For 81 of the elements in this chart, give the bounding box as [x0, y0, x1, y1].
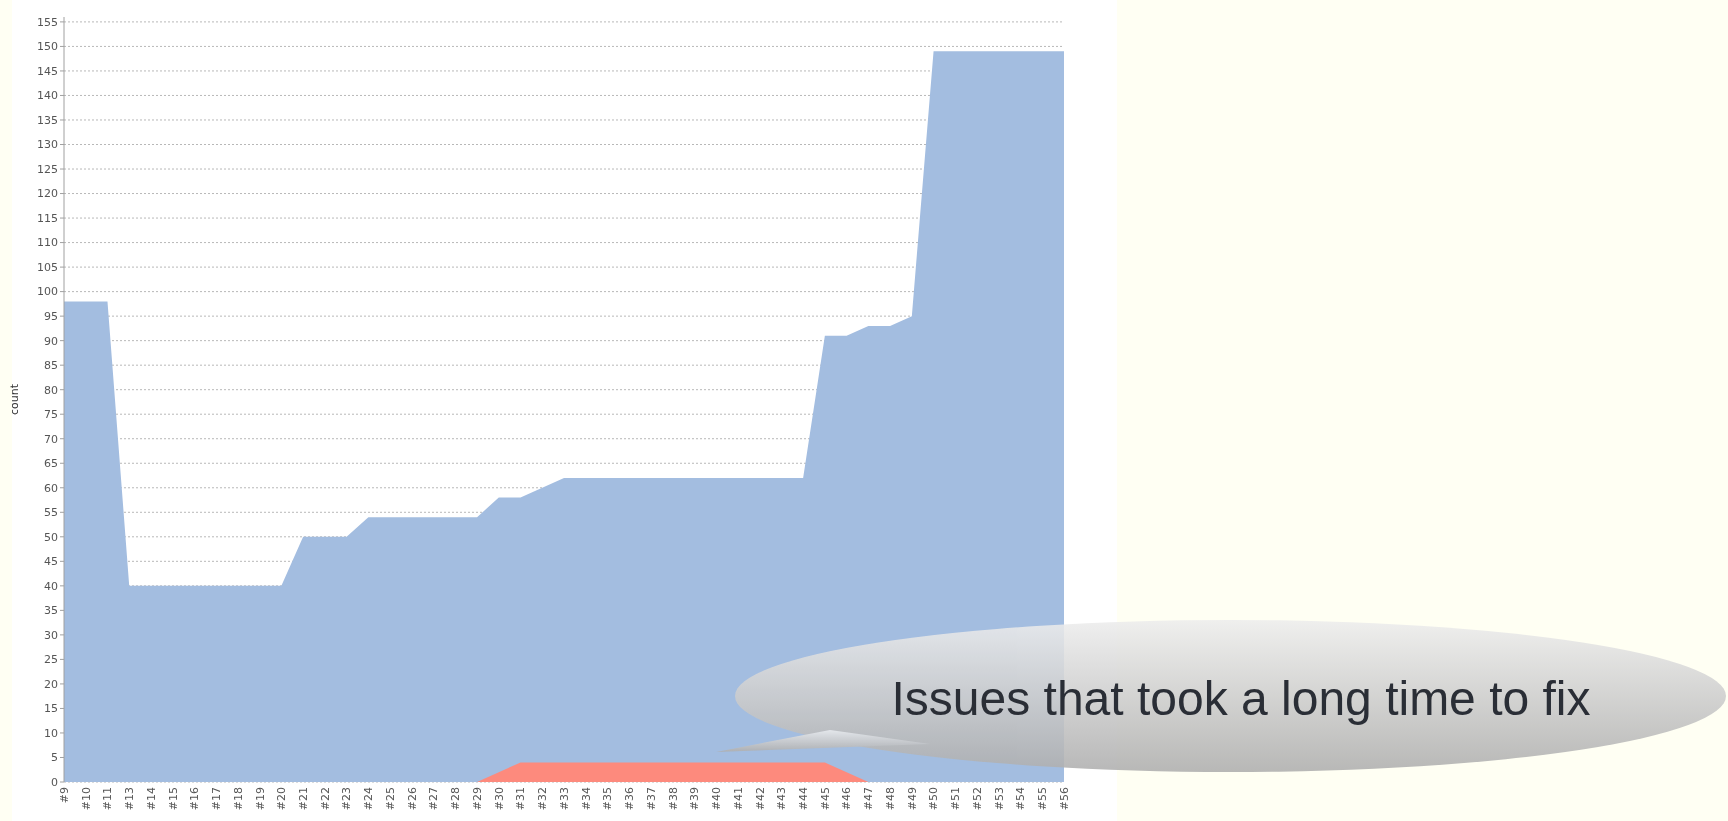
- x-tick-label: #31: [514, 787, 528, 811]
- x-tick-label: #38: [666, 787, 680, 811]
- x-tick-label: #56: [1057, 787, 1071, 811]
- y-tick-label: 155: [37, 15, 58, 29]
- x-tick-label: #36: [623, 787, 637, 811]
- y-tick-label: 25: [44, 653, 58, 667]
- y-tick-label: 150: [37, 40, 58, 54]
- y-tick-label: 10: [44, 726, 58, 740]
- x-tick-label: #25: [383, 787, 397, 811]
- y-tick-label: 95: [44, 309, 58, 323]
- y-tick-label: 125: [37, 162, 58, 176]
- y-tick-label: 55: [44, 506, 58, 520]
- x-tick-label: #13: [123, 787, 137, 811]
- x-tick-label: #34: [579, 787, 593, 811]
- y-tick-label: 90: [44, 334, 58, 348]
- y-tick-label: 35: [44, 604, 58, 618]
- y-tick-label: 15: [44, 702, 58, 716]
- annotation: Issues that took a long time to fix: [891, 672, 1591, 725]
- y-tick-label: 45: [44, 555, 58, 569]
- x-tick-label: #21: [296, 787, 310, 811]
- x-tick-label: #42: [753, 787, 767, 811]
- x-tick-label: #52: [970, 787, 984, 811]
- x-tick-label: #50: [927, 787, 941, 811]
- x-tick-label: #24: [362, 787, 376, 811]
- y-tick-label: 40: [44, 579, 58, 593]
- x-tick-label: #49: [905, 787, 919, 811]
- x-tick-label: #54: [1014, 787, 1028, 811]
- x-tick-label: #33: [557, 787, 571, 811]
- x-tick-label: #48: [883, 787, 897, 811]
- y-tick-label: 70: [44, 432, 58, 446]
- x-tick-label: #15: [166, 787, 180, 811]
- y-tick-label: 60: [44, 481, 58, 495]
- x-tick-label: #30: [492, 787, 506, 811]
- y-tick-label: 0: [51, 775, 58, 789]
- x-tick-label: #19: [253, 787, 267, 811]
- x-tick-label: #46: [840, 787, 854, 811]
- x-tick-label: #53: [992, 787, 1006, 811]
- y-tick-label: 30: [44, 628, 58, 642]
- y-tick-label: 135: [37, 113, 58, 127]
- x-tick-label: #29: [470, 787, 484, 811]
- x-tick-label: #41: [731, 787, 745, 811]
- x-tick-label: #45: [818, 787, 832, 811]
- x-tick-label: #40: [710, 787, 724, 811]
- x-tick-label: #20: [275, 787, 289, 811]
- y-tick-label: 5: [51, 751, 58, 765]
- x-tick-label: #43: [775, 787, 789, 811]
- x-tick-label: #37: [644, 787, 658, 811]
- x-tick-label: #17: [210, 787, 224, 811]
- y-tick-label: 115: [37, 211, 58, 225]
- y-tick-label: 80: [44, 383, 58, 397]
- x-tick-label: #11: [101, 787, 115, 811]
- y-tick-label: 145: [37, 64, 58, 78]
- x-tick-label: #44: [796, 787, 810, 811]
- x-tick-label: #10: [79, 787, 93, 811]
- x-tick-label: #27: [427, 787, 441, 811]
- x-tick-label: #39: [688, 787, 702, 811]
- y-tick-label: 65: [44, 457, 58, 471]
- x-tick-label: #51: [949, 787, 963, 811]
- x-tick-label: #9: [57, 787, 71, 804]
- y-tick-label: 120: [37, 187, 58, 201]
- y-tick-label: 130: [37, 138, 58, 152]
- x-tick-label: #32: [536, 787, 550, 811]
- y-tick-label: 100: [37, 285, 58, 299]
- y-tick-label: 50: [44, 530, 58, 544]
- y-tick-label: 110: [37, 236, 58, 250]
- y-tick-label: 105: [37, 260, 58, 274]
- y-tick-label: 75: [44, 408, 58, 422]
- x-tick-label: #47: [862, 787, 876, 811]
- x-tick-label: #18: [231, 787, 245, 811]
- y-axis-title: count: [8, 383, 21, 416]
- x-tick-label: #55: [1036, 787, 1050, 811]
- y-tick-label: 140: [37, 89, 58, 103]
- y-tick-label: 20: [44, 677, 58, 691]
- y-tick-label: 85: [44, 359, 58, 373]
- x-tick-label: #22: [318, 787, 332, 811]
- x-tick-label: #16: [188, 787, 202, 811]
- x-tick-label: #28: [449, 787, 463, 811]
- x-tick-label: #35: [601, 787, 615, 811]
- x-tick-label: #26: [405, 787, 419, 811]
- x-tick-label: #23: [340, 787, 354, 811]
- x-tick-label: #14: [144, 787, 158, 811]
